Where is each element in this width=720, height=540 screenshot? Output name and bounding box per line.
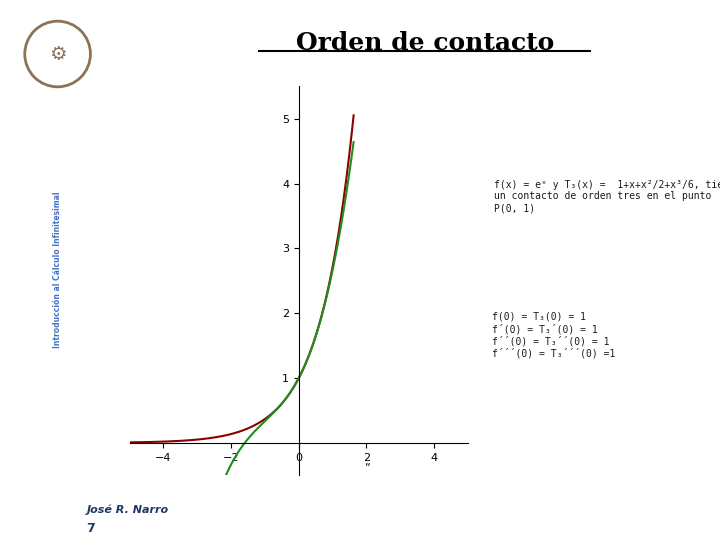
Text: „: „ <box>364 457 369 468</box>
Text: Introducción al Cálculo Infinitesimal: Introducción al Cálculo Infinitesimal <box>53 192 63 348</box>
Text: f(0) = T₃(0) = 1
f´(0) = T₃´(0) = 1
f´´(0) = T₃´´(0) = 1
f´´´(0) = T₃´´´(0) =1: f(0) = T₃(0) = 1 f´(0) = T₃´(0) = 1 f´´(… <box>492 312 615 359</box>
Text: Tema 2: Aproximación de funciones por polinomios: Tema 2: Aproximación de funciones por po… <box>27 119 38 421</box>
Text: 7: 7 <box>86 522 95 535</box>
Text: ⚙: ⚙ <box>49 44 66 64</box>
Text: f(x) = eˣ y T₃(x) =  1+x+x²/2+x³/6, tienen
un contacto de orden tres en el punto: f(x) = eˣ y T₃(x) = 1+x+x²/2+x³/6, tiene… <box>494 180 720 213</box>
Text: José R. Narro: José R. Narro <box>86 504 168 515</box>
Text: Orden de contacto: Orden de contacto <box>296 31 554 55</box>
